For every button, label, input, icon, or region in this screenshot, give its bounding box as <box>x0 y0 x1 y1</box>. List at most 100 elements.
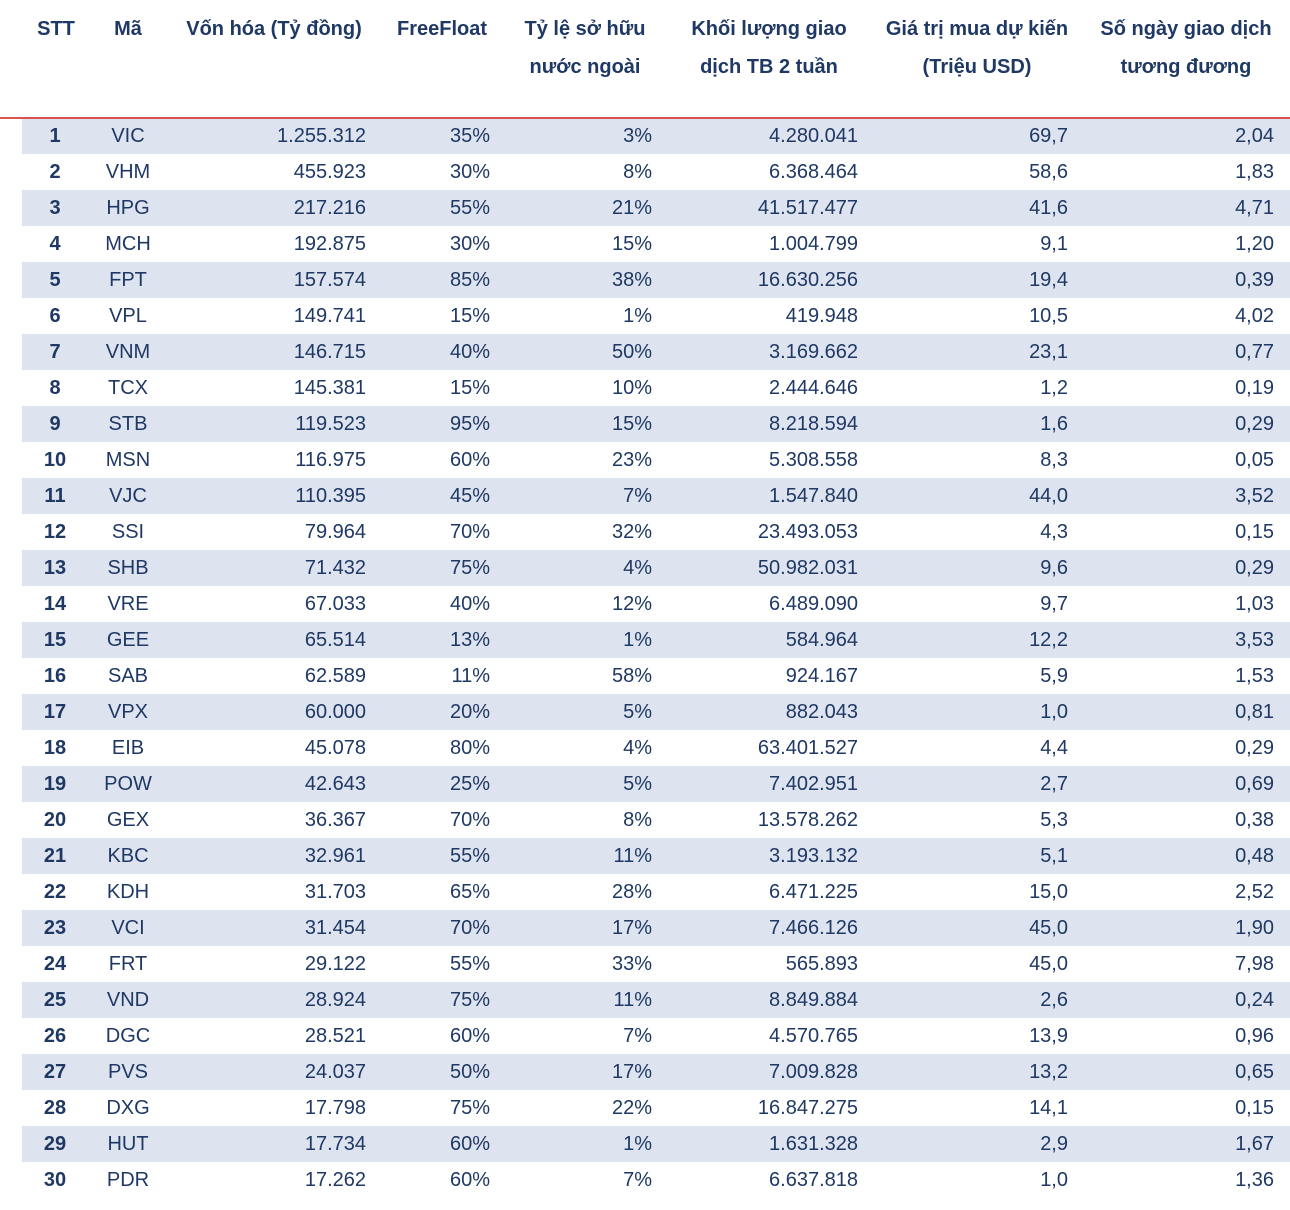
cell-expected-buy-value: 13,2 <box>872 1054 1082 1090</box>
cell-foreign-ownership: 5% <box>504 766 666 802</box>
table-row: 30 PDR 17.262 60% 7% 6.637.818 1,0 1,36 <box>0 1162 1290 1198</box>
cell-code: MSN <box>105 448 151 471</box>
cell-freefloat: 30% <box>449 160 490 183</box>
cell-market-cap: 146.715 <box>168 334 380 370</box>
table-row: 18 EIB 45.078 80% 4% 63.401.527 4,4 0,29 <box>0 730 1290 766</box>
header-expected-buy-value: Giá trị mua dự kiến (Triệu USD) <box>872 0 1082 119</box>
cell-market-cap: 29.122 <box>304 952 366 975</box>
cell-freefloat: 40% <box>380 334 504 370</box>
cell-days: 0,65 <box>1082 1054 1290 1090</box>
cell-foreign-ownership: 4% <box>504 550 666 586</box>
table-row: 19 POW 42.643 25% 5% 7.402.951 2,7 0,69 <box>0 766 1290 802</box>
cell-foreign-ownership: 17% <box>504 910 666 946</box>
cell-expected-buy-value: 9,6 <box>872 550 1082 586</box>
cell-expected-buy-value: 45,0 <box>1029 952 1068 975</box>
cell-foreign-ownership: 12% <box>611 592 652 615</box>
cell-code: TCX <box>108 376 148 399</box>
cell-avg-volume: 2.444.646 <box>769 376 858 399</box>
cell-stt: 13 <box>0 550 88 586</box>
cell-code: FPT <box>88 262 168 298</box>
table-row: 16 SAB 62.589 11% 58% 924.167 5,9 1,53 <box>0 658 1290 694</box>
cell-days: 1,90 <box>1082 910 1290 946</box>
table-row: 7 VNM 146.715 40% 50% 3.169.662 23,1 0,77 <box>0 334 1290 370</box>
table-row: 21 KBC 32.961 55% 11% 3.193.132 5,1 0,48 <box>0 838 1290 874</box>
cell-stt: 24 <box>43 952 67 975</box>
cell-code: VPX <box>88 694 168 730</box>
cell-foreign-ownership: 4% <box>623 736 652 759</box>
cell-avg-volume: 584.964 <box>666 622 872 658</box>
cell-code: EIB <box>111 736 145 759</box>
cell-avg-volume: 8.218.594 <box>666 406 872 442</box>
cell-expected-buy-value: 9,1 <box>1040 232 1068 255</box>
cell-code: FRT <box>108 952 148 975</box>
cell-foreign-ownership: 32% <box>611 520 652 543</box>
table-row: 14 VRE 67.033 40% 12% 6.489.090 9,7 1,03 <box>0 586 1290 622</box>
cell-market-cap: 149.741 <box>293 304 366 327</box>
cell-stt: 9 <box>0 406 88 442</box>
cell-freefloat: 75% <box>380 550 504 586</box>
cell-code: POW <box>88 766 168 802</box>
header-foreign-ownership: Tỷ lệ sở hữu nước ngoài <box>504 0 666 119</box>
cell-days: 2,04 <box>1082 118 1290 154</box>
cell-expected-buy-value: 69,7 <box>872 118 1082 154</box>
table-row: 27 PVS 24.037 50% 17% 7.009.828 13,2 0,65 <box>0 1054 1290 1090</box>
cell-foreign-ownership: 11% <box>504 982 666 1018</box>
cell-days: 0,38 <box>1235 808 1274 831</box>
table-row: 6 VPL 149.741 15% 1% 419.948 10,5 4,02 <box>0 298 1290 334</box>
table-row: 29 HUT 17.734 60% 1% 1.631.328 2,9 1,67 <box>0 1126 1290 1162</box>
cell-stt: 14 <box>43 592 67 615</box>
cell-days: 0,05 <box>1235 448 1274 471</box>
cell-days: 3,53 <box>1082 622 1290 658</box>
table-row: 4 MCH 192.875 30% 15% 1.004.799 9,1 1,20 <box>0 226 1290 262</box>
cell-stt: 20 <box>43 808 67 831</box>
cell-avg-volume: 419.948 <box>785 304 858 327</box>
cell-code: PVS <box>88 1054 168 1090</box>
cell-stt: 18 <box>43 736 67 759</box>
cell-market-cap: 455.923 <box>293 160 366 183</box>
cell-stt: 19 <box>0 766 88 802</box>
cell-freefloat: 25% <box>380 766 504 802</box>
header-code: Mã <box>88 0 168 119</box>
cell-expected-buy-value: 19,4 <box>872 262 1082 298</box>
table-row: 20 GEX 36.367 70% 8% 13.578.262 5,3 0,38 <box>0 802 1290 838</box>
cell-foreign-ownership: 38% <box>504 262 666 298</box>
cell-days: 0,39 <box>1082 262 1290 298</box>
cell-foreign-ownership: 7% <box>504 478 666 514</box>
cell-stt: 2 <box>49 160 61 183</box>
cell-foreign-ownership: 1% <box>623 304 652 327</box>
cell-freefloat: 60% <box>380 1126 504 1162</box>
cell-stt: 4 <box>49 232 61 255</box>
cell-freefloat: 85% <box>380 262 504 298</box>
cell-expected-buy-value: 1,0 <box>872 694 1082 730</box>
cell-freefloat: 70% <box>380 910 504 946</box>
table-row: 8 TCX 145.381 15% 10% 2.444.646 1,2 0,19 <box>0 370 1290 406</box>
cell-market-cap: 17.734 <box>168 1126 380 1162</box>
cell-foreign-ownership: 5% <box>504 694 666 730</box>
cell-market-cap: 1.255.312 <box>168 118 380 154</box>
table-row: 13 SHB 71.432 75% 4% 50.982.031 9,6 0,29 <box>0 550 1290 586</box>
cell-freefloat: 13% <box>380 622 504 658</box>
cell-foreign-ownership: 15% <box>611 232 652 255</box>
cell-avg-volume: 6.471.225 <box>769 880 858 903</box>
cell-foreign-ownership: 58% <box>611 664 652 687</box>
cell-days: 0,96 <box>1235 1024 1274 1047</box>
cell-avg-volume: 1.004.799 <box>769 232 858 255</box>
cell-market-cap: 217.216 <box>168 190 380 226</box>
header-market-cap: Vốn hóa (Tỷ đồng) <box>168 0 380 119</box>
cell-stt: 25 <box>0 982 88 1018</box>
cell-expected-buy-value: 4,4 <box>1040 736 1068 759</box>
cell-avg-volume: 4.280.041 <box>666 118 872 154</box>
cell-stt: 11 <box>0 478 88 514</box>
cell-avg-volume: 13.578.262 <box>757 808 858 831</box>
cell-code: VIC <box>88 118 168 154</box>
cell-avg-volume: 7.402.951 <box>666 766 872 802</box>
cell-days: 1,36 <box>1235 1168 1274 1191</box>
cell-expected-buy-value: 1,6 <box>872 406 1082 442</box>
cell-code: MCH <box>105 232 151 255</box>
cell-freefloat: 60% <box>449 1024 490 1047</box>
cell-days: 0,19 <box>1235 376 1274 399</box>
cell-expected-buy-value: 5,3 <box>1040 808 1068 831</box>
cell-expected-buy-value: 58,6 <box>1029 160 1068 183</box>
cell-stt: 15 <box>0 622 88 658</box>
